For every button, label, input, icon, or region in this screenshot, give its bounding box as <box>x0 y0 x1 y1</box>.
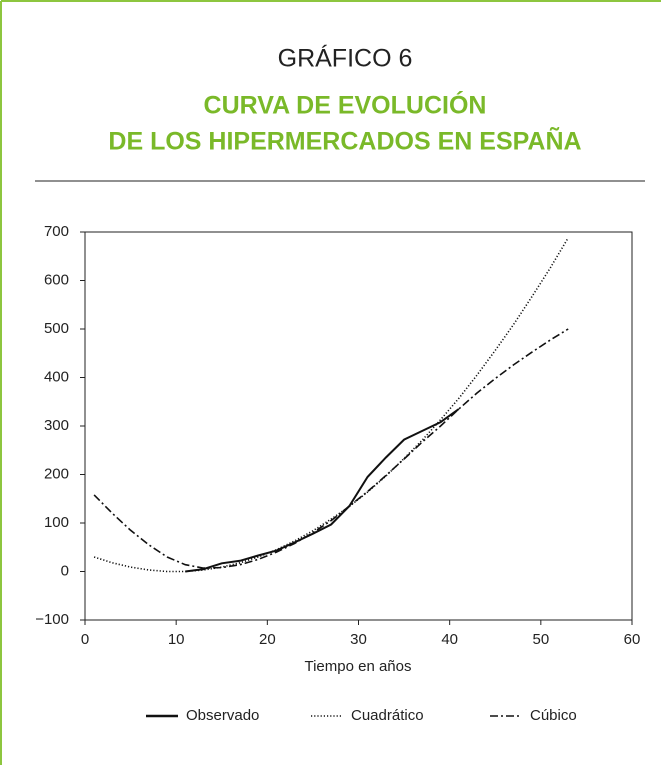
x-tick-label: 60 <box>624 631 641 648</box>
y-tick-label: 300 <box>44 417 69 434</box>
chart-title: DE LOS HIPERMERCADOS EN ESPAÑA <box>108 126 581 156</box>
y-tick-label: 400 <box>44 368 69 385</box>
x-axis-label: Tiempo en años <box>304 658 411 675</box>
y-tick-label: −100 <box>35 611 69 628</box>
legend-label: Cuadrático <box>351 707 424 724</box>
series-line <box>185 408 460 573</box>
x-tick-label: 20 <box>259 631 276 648</box>
y-tick-label: 0 <box>61 562 69 579</box>
legend-label: Observado <box>186 707 259 724</box>
y-tick-label: 200 <box>44 465 69 482</box>
plot-frame <box>84 231 633 621</box>
x-tick-label: 40 <box>441 631 458 648</box>
x-tick-label: 0 <box>81 631 89 648</box>
y-tick-label: 100 <box>44 514 69 531</box>
series-line <box>93 237 569 573</box>
y-tick-label: 700 <box>44 223 69 240</box>
series-line <box>93 328 569 569</box>
x-tick-label: 50 <box>532 631 549 648</box>
chart-label: GRÁFICO 6 <box>278 44 413 73</box>
x-tick-label: 10 <box>168 631 185 648</box>
legend-label: Cúbico <box>530 707 577 724</box>
y-tick-label: 600 <box>44 271 69 288</box>
x-tick-label: 30 <box>350 631 367 648</box>
y-tick-label: 500 <box>44 320 69 337</box>
chart-title: CURVA DE EVOLUCIÓN <box>204 90 487 120</box>
